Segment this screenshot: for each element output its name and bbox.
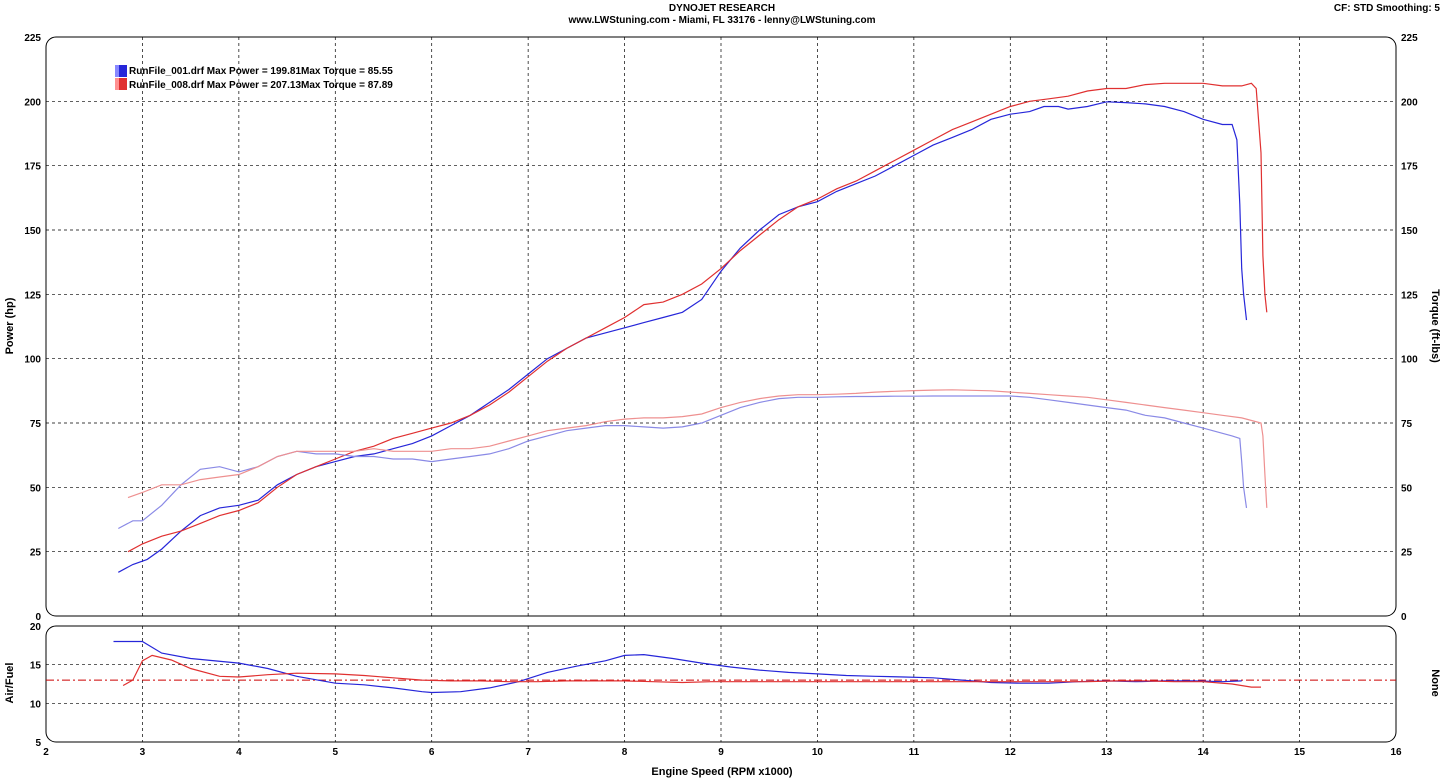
torque-tick-label: 225 bbox=[1401, 33, 1418, 44]
airfuel-right-label: None bbox=[1429, 669, 1441, 697]
series-torque-run-008 bbox=[127, 389, 1268, 508]
rpm-tick-label: 14 bbox=[1198, 747, 1210, 758]
series-airfuel-run-001 bbox=[113, 640, 1242, 694]
legend-swatch-run-008-shine bbox=[115, 78, 119, 90]
rpm-tick-label: 16 bbox=[1390, 747, 1402, 758]
rpm-tick-label: 6 bbox=[429, 747, 435, 758]
power-tick-label: 75 bbox=[30, 419, 42, 430]
rpm-tick-label: 11 bbox=[909, 747, 920, 758]
header-title: DYNOJET RESEARCH bbox=[669, 3, 775, 14]
airfuel-tick-label: 15 bbox=[30, 661, 42, 672]
airfuel-tick-label: 5 bbox=[35, 738, 41, 749]
header-subtitle: www.LWStuning.com - Miami, FL 33176 - le… bbox=[568, 15, 876, 26]
rpm-tick-label: 9 bbox=[718, 747, 724, 758]
legend: RunFile_001.drf Max Power = 199.81Max To… bbox=[115, 65, 393, 91]
legend-swatch-run-001-shine bbox=[115, 65, 119, 77]
torque-tick-label: 125 bbox=[1401, 290, 1418, 301]
power-torque-series bbox=[118, 82, 1268, 573]
legend-label-run-008: RunFile_008.drf Max Power = 207.13Max To… bbox=[129, 80, 393, 91]
power-tick-label: 125 bbox=[24, 290, 41, 301]
airfuel-grid bbox=[46, 626, 1396, 742]
power-tick-label: 200 bbox=[24, 97, 41, 108]
rpm-tick-label: 5 bbox=[333, 747, 339, 758]
rpm-tick-label: 13 bbox=[1101, 747, 1113, 758]
airfuel-tick-label: 20 bbox=[30, 622, 42, 633]
rpm-axis-label: Engine Speed (RPM x1000) bbox=[651, 766, 793, 778]
rpm-tick-label: 8 bbox=[622, 747, 628, 758]
rpm-tick-label: 3 bbox=[140, 747, 146, 758]
torque-tick-label: 75 bbox=[1401, 419, 1413, 430]
series-airfuel-run-008 bbox=[122, 654, 1261, 688]
power-grid bbox=[46, 37, 1396, 616]
header-settings: CF: STD Smoothing: 5 bbox=[1334, 3, 1441, 14]
airfuel-series bbox=[113, 640, 1261, 694]
rpm-tick-label: 2 bbox=[43, 747, 49, 758]
rpm-tick-label: 12 bbox=[1005, 747, 1017, 758]
rpm-tick-label: 15 bbox=[1294, 747, 1306, 758]
power-tick-label: 150 bbox=[24, 226, 41, 237]
torque-tick-label: 150 bbox=[1401, 226, 1418, 237]
power-tick-label: 175 bbox=[24, 162, 41, 173]
torque-tick-label: 100 bbox=[1401, 355, 1418, 366]
power-tick-label: 25 bbox=[30, 548, 42, 559]
series-power-run-008 bbox=[127, 82, 1268, 553]
rpm-tick-label: 4 bbox=[236, 747, 242, 758]
power-tick-label: 50 bbox=[30, 483, 42, 494]
torque-tick-label: 175 bbox=[1401, 162, 1418, 173]
power-axis-label: Power (hp) bbox=[4, 297, 16, 354]
rpm-tick-label: 7 bbox=[525, 747, 531, 758]
torque-tick-label: 25 bbox=[1401, 548, 1413, 559]
series-torque-run-001 bbox=[118, 395, 1248, 530]
airfuel-tick-labels: 5 10 15 20 bbox=[30, 622, 42, 749]
power-tick-labels: 0 0 25 25 50 50 75 75 100 100 125 125 150 150 175 175 20… bbox=[24, 33, 1418, 623]
power-tick-label: 0 bbox=[35, 612, 41, 623]
torque-axis-label: Torque (ft-lbs) bbox=[1429, 289, 1441, 363]
legend-label-run-001: RunFile_001.drf Max Power = 199.81Max To… bbox=[129, 66, 393, 77]
rpm-tick-label: 10 bbox=[812, 747, 824, 758]
power-tick-label: 225 bbox=[24, 33, 41, 44]
rpm-tick-labels: 2 3 4 5 6 7 8 9 10 11 12 13 14 15 16 bbox=[43, 747, 1402, 758]
torque-tick-label: 0 bbox=[1401, 612, 1407, 623]
power-tick-label: 100 bbox=[24, 355, 41, 366]
torque-tick-label: 50 bbox=[1401, 483, 1413, 494]
torque-tick-label: 200 bbox=[1401, 97, 1418, 108]
airfuel-axis-label: Air/Fuel bbox=[4, 663, 16, 704]
airfuel-tick-label: 10 bbox=[30, 699, 42, 710]
